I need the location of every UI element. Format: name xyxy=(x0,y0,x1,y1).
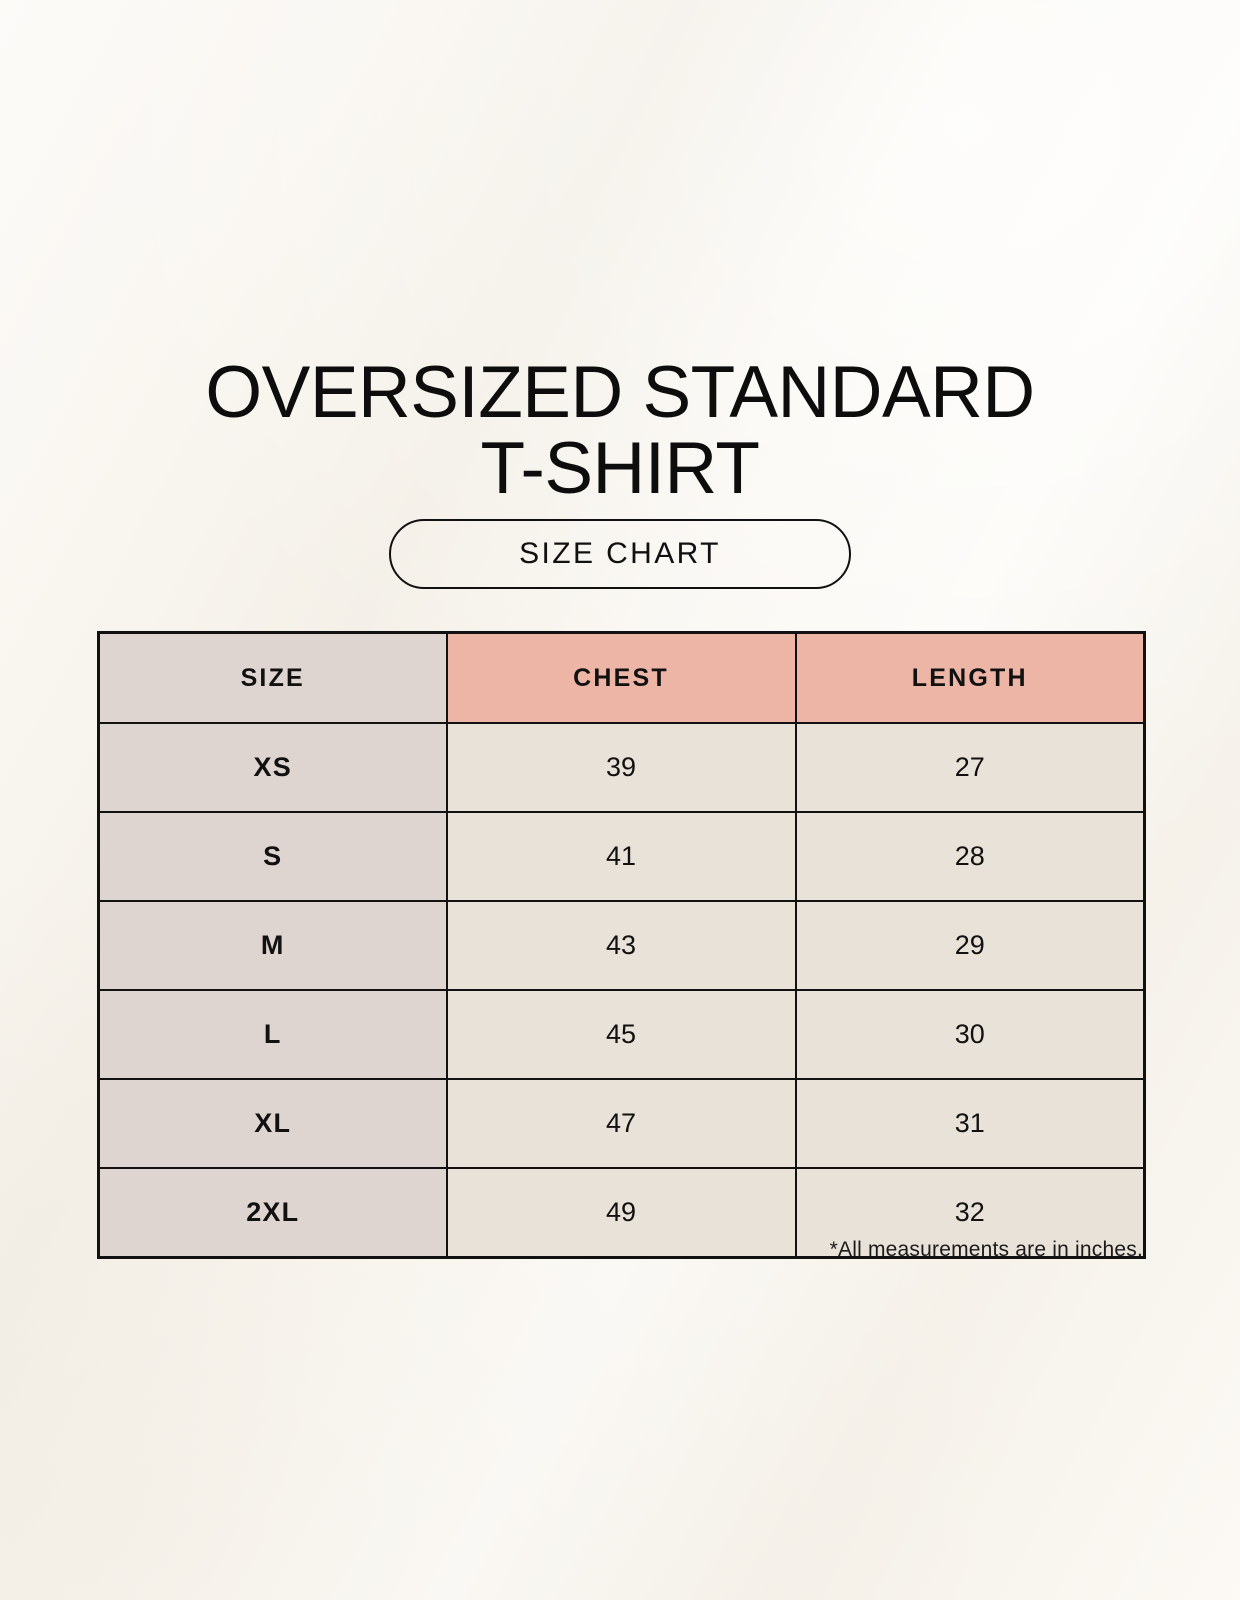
cell-chest: 45 xyxy=(445,989,797,1080)
table-body: XS 39 27 S 41 28 M 43 29 L 45 30 xyxy=(97,722,1146,1259)
column-header-length: LENGTH xyxy=(794,631,1146,724)
cell-length: 30 xyxy=(794,989,1146,1080)
page-title: OVERSIZED STANDARD T-SHIRT xyxy=(205,351,1035,509)
cell-chest: 39 xyxy=(445,722,797,813)
cell-chest: 43 xyxy=(445,900,797,991)
cell-size: XL xyxy=(97,1078,448,1169)
size-table: SIZE CHEST LENGTH XS 39 27 S 41 28 M xyxy=(97,631,1146,1259)
cell-chest: 41 xyxy=(445,811,797,902)
column-header-chest: CHEST xyxy=(445,631,797,724)
badge-container: SIZE CHART xyxy=(0,519,1240,589)
cell-length: 31 xyxy=(794,1078,1146,1169)
table-row: L 45 30 xyxy=(97,989,1146,1080)
size-chart-badge: SIZE CHART xyxy=(389,519,851,589)
size-table-container: SIZE CHEST LENGTH XS 39 27 S 41 28 M xyxy=(97,631,1146,1259)
table-row: M 43 29 xyxy=(97,900,1146,991)
cell-length: 27 xyxy=(794,722,1146,813)
cell-size: XS xyxy=(97,722,448,813)
table-row: S 41 28 xyxy=(97,811,1146,902)
table-header: SIZE CHEST LENGTH xyxy=(97,631,1146,724)
measurement-note: *All measurements are in inches. xyxy=(829,1238,1143,1261)
cell-chest: 47 xyxy=(445,1078,797,1169)
table-row: XL 47 31 xyxy=(97,1078,1146,1169)
cell-length: 28 xyxy=(794,811,1146,902)
table-header-row: SIZE CHEST LENGTH xyxy=(97,631,1146,724)
cell-size: M xyxy=(97,900,448,991)
cell-length: 29 xyxy=(794,900,1146,991)
cell-size: S xyxy=(97,811,448,902)
table-row: XS 39 27 xyxy=(97,722,1146,813)
column-header-size: SIZE xyxy=(97,631,448,724)
cell-size: L xyxy=(97,989,448,1080)
